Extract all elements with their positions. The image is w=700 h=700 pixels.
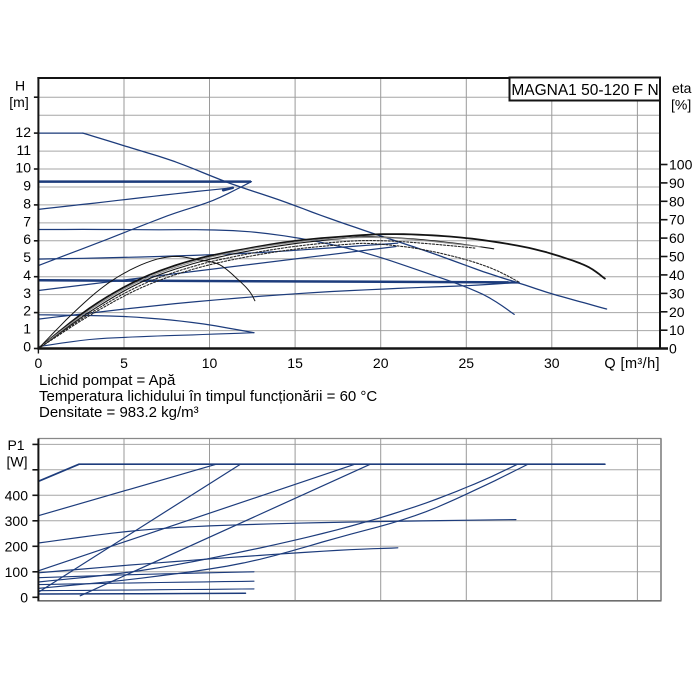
svg-text:H: H [15,78,25,94]
svg-text:3: 3 [23,285,31,301]
svg-text:0: 0 [35,355,43,371]
svg-text:P1: P1 [7,437,24,453]
svg-text:60: 60 [669,230,685,246]
svg-text:1: 1 [23,321,31,337]
svg-text:Q [m³/h]: Q [m³/h] [604,356,660,372]
svg-text:5: 5 [120,355,128,371]
svg-text:eta: eta [672,80,692,96]
svg-text:100: 100 [5,564,29,580]
svg-text:6: 6 [23,231,31,247]
svg-text:20: 20 [669,304,685,320]
svg-text:9: 9 [23,178,31,194]
svg-text:[%]: [%] [671,97,691,113]
svg-text:Densitate = 983.2 kg/m³: Densitate = 983.2 kg/m³ [39,404,199,421]
svg-text:Temperatura lichidului în timp: Temperatura lichidului în timpul funcțio… [39,388,377,405]
svg-text:15: 15 [287,355,303,371]
svg-text:5: 5 [23,249,31,265]
svg-text:40: 40 [669,267,685,283]
svg-text:10: 10 [15,160,31,176]
svg-text:400: 400 [5,487,29,503]
svg-text:0: 0 [669,341,677,357]
svg-text:200: 200 [5,538,29,554]
svg-text:MAGNA1 50-120 F N: MAGNA1 50-120 F N [511,82,658,99]
svg-text:70: 70 [669,212,685,228]
svg-text:[m]: [m] [9,94,28,110]
svg-text:10: 10 [202,355,218,371]
svg-text:25: 25 [459,355,475,371]
svg-text:0: 0 [20,589,28,605]
svg-text:0: 0 [23,338,31,354]
svg-text:4: 4 [23,267,31,283]
svg-text:80: 80 [669,193,685,209]
svg-text:20: 20 [373,355,389,371]
svg-text:[W]: [W] [7,454,28,470]
svg-text:10: 10 [669,322,685,338]
svg-text:300: 300 [5,513,29,529]
svg-text:7: 7 [23,213,31,229]
svg-text:12: 12 [15,124,31,140]
svg-text:50: 50 [669,249,685,265]
svg-text:8: 8 [23,195,31,211]
svg-text:90: 90 [669,175,685,191]
svg-text:11: 11 [16,142,31,158]
svg-text:Lichid pompat = Apă: Lichid pompat = Apă [39,372,176,389]
svg-text:2: 2 [23,303,31,319]
svg-text:30: 30 [669,285,685,301]
svg-text:30: 30 [544,355,560,371]
svg-text:100: 100 [669,157,693,173]
